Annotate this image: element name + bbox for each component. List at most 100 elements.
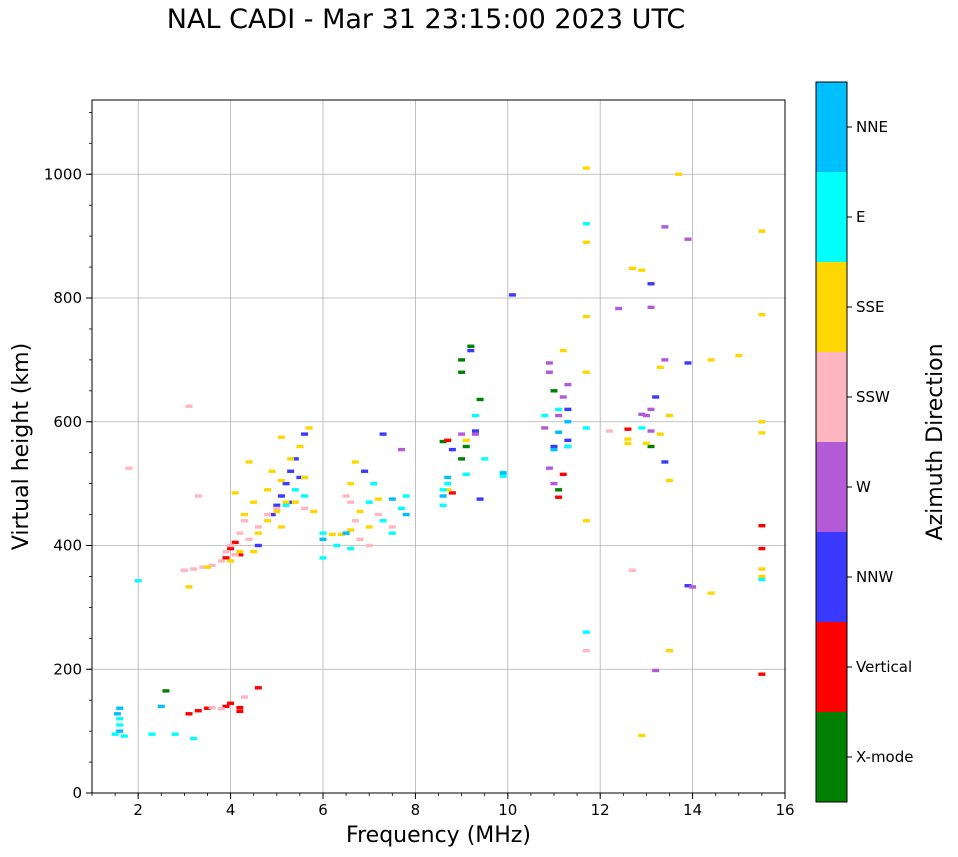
x-tick-label: 16 — [775, 801, 794, 819]
data-point — [227, 559, 235, 563]
data-point — [116, 717, 124, 721]
x-axis-label: Frequency (MHz) — [346, 823, 531, 848]
data-point — [185, 404, 193, 408]
data-point — [758, 431, 766, 435]
data-point — [638, 426, 646, 430]
colorbar-segment-vertical — [816, 622, 847, 712]
data-point — [310, 509, 318, 514]
data-point — [374, 512, 382, 517]
data-point — [666, 413, 673, 418]
data-point — [499, 471, 507, 475]
data-point — [291, 500, 299, 504]
data-point — [444, 481, 452, 486]
data-point — [361, 469, 369, 473]
data-point — [236, 709, 244, 714]
data-point — [222, 549, 230, 554]
data-point — [217, 707, 225, 711]
data-point — [273, 503, 281, 507]
data-point — [541, 426, 549, 430]
data-point — [471, 413, 479, 418]
data-point — [647, 305, 655, 309]
data-point — [582, 166, 590, 170]
data-point — [120, 734, 128, 738]
data-point — [374, 497, 382, 501]
data-point — [227, 543, 235, 548]
series-nnw — [254, 282, 692, 588]
data-point — [582, 426, 590, 430]
data-point — [208, 705, 216, 710]
data-point — [550, 444, 558, 449]
data-point — [758, 420, 766, 424]
data-point — [758, 672, 766, 676]
data-point — [582, 222, 590, 226]
data-point — [439, 488, 447, 492]
data-point — [185, 585, 193, 589]
data-point — [462, 438, 470, 443]
data-point — [337, 532, 345, 537]
y-tick-label: 400 — [53, 537, 82, 555]
data-point — [231, 491, 239, 495]
data-point — [347, 528, 355, 532]
data-point — [467, 348, 475, 353]
data-point — [638, 733, 646, 738]
colorbar-label: Azimuth Direction — [923, 343, 948, 540]
data-point — [402, 512, 410, 517]
data-point — [398, 506, 406, 511]
data-point — [684, 361, 692, 365]
data-point — [319, 537, 327, 542]
data-point — [245, 460, 253, 464]
x-tick-label: 12 — [591, 801, 610, 819]
data-point — [301, 432, 309, 436]
data-point — [113, 712, 121, 716]
data-point — [204, 706, 211, 710]
data-point — [656, 432, 664, 436]
data-point — [190, 567, 198, 571]
data-point — [194, 709, 202, 713]
data-point — [564, 382, 572, 387]
colorbar-tick-label: SSE — [856, 298, 885, 316]
data-point — [559, 472, 567, 477]
colorbar-tick-label: W — [856, 478, 871, 496]
data-point — [439, 439, 447, 444]
data-point — [582, 314, 590, 319]
data-point — [125, 466, 133, 470]
data-point — [555, 495, 563, 499]
grid-lines — [92, 100, 785, 793]
data-point — [347, 500, 355, 504]
data-point — [208, 563, 216, 567]
data-point — [264, 488, 272, 492]
x-tick-label: 10 — [498, 801, 517, 819]
data-marks — [111, 166, 766, 741]
data-point — [624, 427, 632, 431]
data-point — [227, 546, 235, 551]
data-point — [273, 509, 281, 514]
data-point — [236, 531, 244, 535]
data-point — [661, 225, 669, 229]
colorbar-tick-label: X-mode — [856, 748, 913, 766]
data-point — [277, 525, 285, 529]
x-tick-label: 8 — [411, 801, 421, 819]
data-point — [758, 577, 766, 582]
data-point — [287, 457, 295, 461]
data-point — [291, 488, 299, 492]
data-point — [231, 553, 239, 557]
y-tick-label: 1000 — [44, 165, 82, 183]
data-point — [444, 475, 452, 480]
data-point — [582, 519, 590, 523]
data-point — [204, 565, 211, 569]
data-point — [268, 469, 276, 473]
data-point — [615, 306, 623, 311]
data-point — [735, 353, 743, 358]
data-point — [328, 532, 336, 537]
data-point — [240, 519, 248, 523]
data-point — [365, 500, 373, 504]
data-point — [545, 361, 553, 365]
data-point — [684, 237, 692, 241]
colorbar-segment-x-mode — [816, 712, 847, 802]
data-point — [388, 525, 396, 529]
data-point — [287, 500, 295, 504]
data-point — [555, 488, 563, 492]
data-point — [689, 585, 697, 589]
data-point — [301, 475, 309, 480]
